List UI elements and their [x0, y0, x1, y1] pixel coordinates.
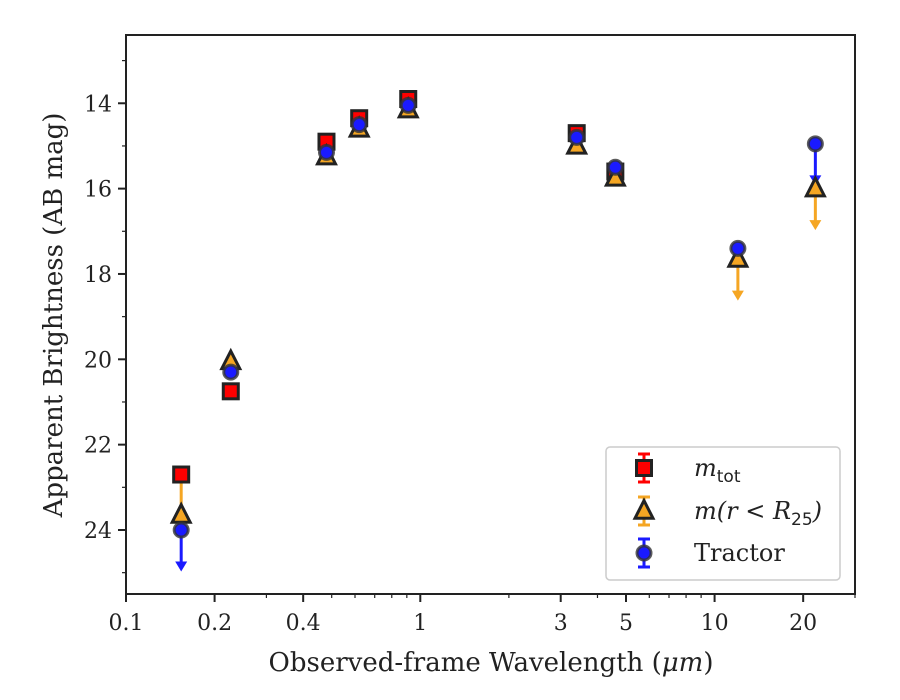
x-tick-label: 3	[554, 611, 568, 636]
circle-marker	[399, 96, 417, 114]
plot-area	[169, 90, 827, 572]
y-tick-label: 24	[84, 519, 112, 544]
circle-marker	[350, 116, 368, 134]
upper-limit-arrowhead	[731, 290, 744, 301]
x-tick-label: 20	[789, 611, 817, 636]
x-tick-label: 1	[413, 611, 427, 636]
circle-marker	[222, 363, 240, 381]
x-tick-label: 0.2	[197, 611, 232, 636]
y-tick-label: 14	[84, 92, 112, 117]
x-tick-label: 10	[701, 611, 729, 636]
upper-limit-arrowhead	[809, 220, 822, 231]
circle-marker	[568, 128, 586, 146]
circle-marker	[606, 158, 624, 176]
square-marker	[172, 465, 191, 484]
legend-circle-marker	[635, 544, 653, 562]
x-tick-label: 0.1	[109, 611, 144, 636]
axes-frame	[125, 34, 856, 595]
x-axis-label: Observed-frame Wavelength (μm)	[269, 648, 714, 678]
x-tick-label: 0.4	[286, 611, 321, 636]
triangle-marker	[803, 174, 827, 198]
legend-label: m(r < R25)	[694, 497, 822, 530]
legend-label: Tractor	[694, 539, 785, 567]
triangle-marker	[726, 245, 750, 268]
circle-marker	[806, 135, 824, 153]
x-tick-label: 5	[619, 611, 633, 636]
legend-square-marker	[635, 459, 653, 477]
upper-limit-arrowhead	[175, 561, 188, 572]
legend: mtot m(r < R25) Tractor	[605, 446, 841, 581]
circle-marker	[317, 143, 335, 161]
triangle-marker	[603, 164, 627, 187]
circle-marker	[729, 239, 747, 257]
y-tick-label: 22	[84, 434, 112, 459]
y-axis-label: Apparent Brightness (AB mag)	[39, 113, 69, 519]
legend-label: mtot	[694, 454, 741, 487]
axes: 14 16 18 20 22 24 0.1 0.2 0.4 1 3 5 10 20	[84, 34, 856, 636]
triangle-marker	[169, 501, 193, 524]
y-tick-label: 20	[84, 348, 112, 373]
y-tick-label: 18	[84, 263, 112, 288]
legend-triangle-marker	[632, 497, 656, 520]
y-tick-label: 16	[84, 178, 112, 203]
square-marker	[221, 382, 240, 401]
circle-marker	[172, 521, 190, 539]
legend-box	[605, 446, 841, 581]
